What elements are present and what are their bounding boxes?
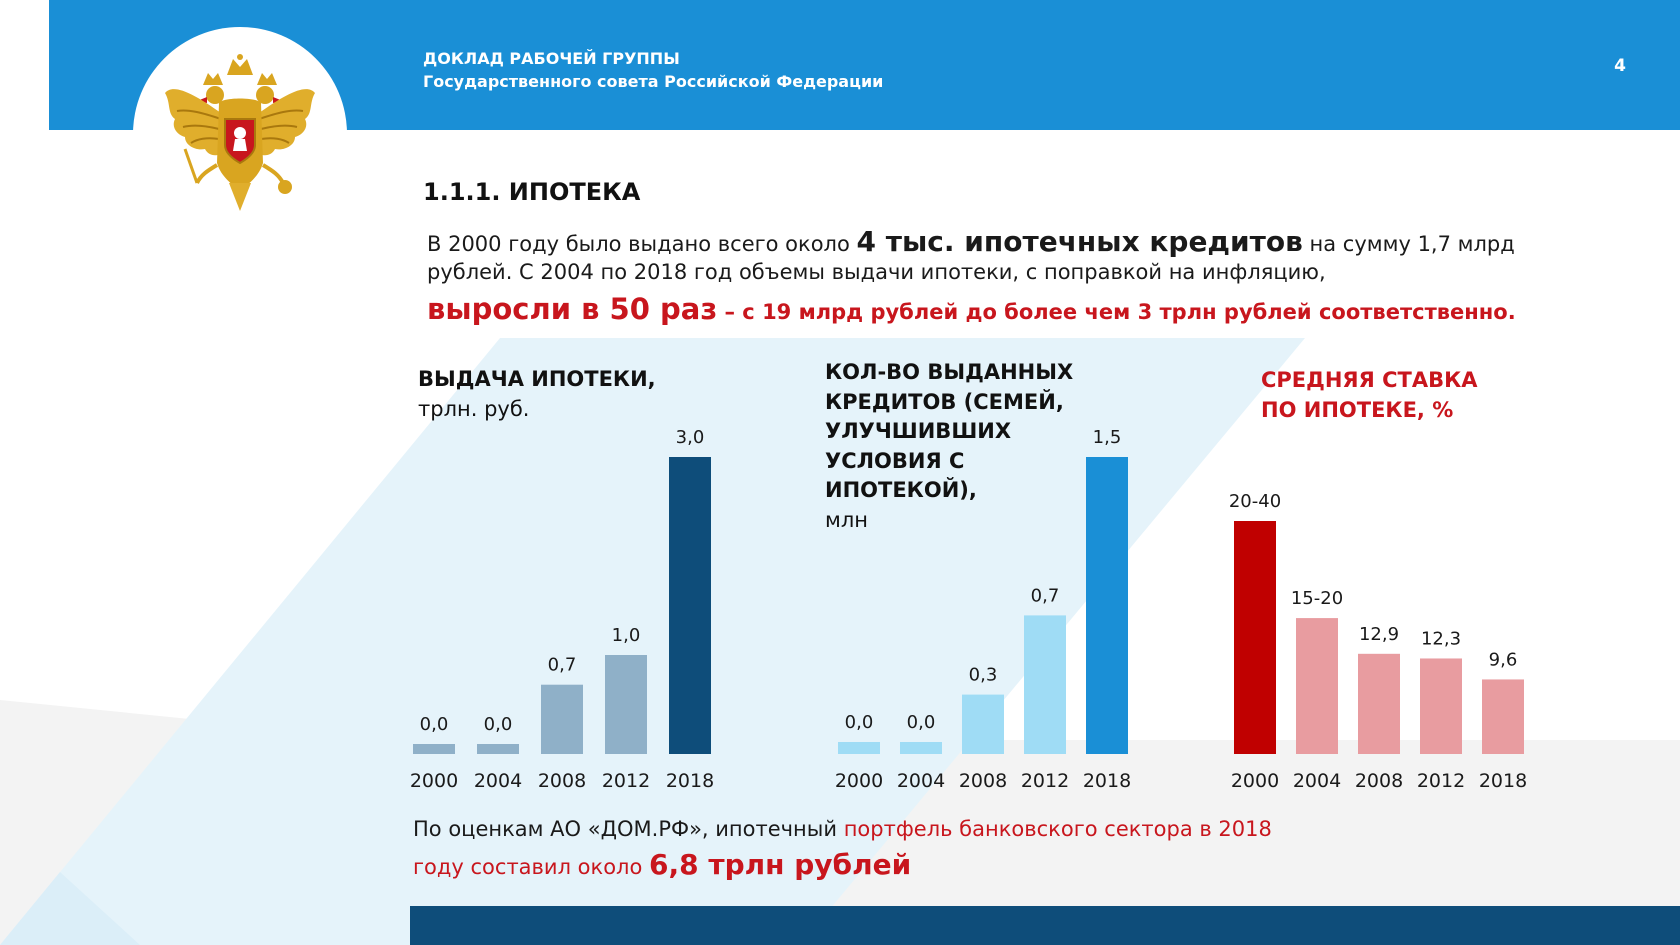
chart-1-bar-2018 (669, 457, 711, 754)
chart-3-value-label-2004: 15-20 (1291, 588, 1343, 609)
chart-2-title-line-1: КОЛ-ВО ВЫДАННЫХ (825, 360, 1074, 384)
chart-2-value-label-2008: 0,3 (969, 665, 998, 686)
header-title: ДОКЛАД РАБОЧЕЙ ГРУППЫ Государственного с… (423, 47, 883, 93)
bottom-bar (410, 906, 1680, 945)
intro-paragraph: В 2000 году было выдано всего около 4 ты… (427, 226, 1516, 327)
footnote-line-2: году составил около 6,8 трлн рублей (413, 847, 1272, 882)
footnote-line-1-b: портфель банковского сектора в 2018 (843, 817, 1272, 841)
chart-1-value-label-2008: 0,7 (548, 655, 577, 676)
chart-2-category-label-2000: 2000 (835, 770, 883, 792)
section-title: 1.1.1. ИПОТЕКА (423, 178, 641, 206)
chart-2-title-unit: млн (825, 507, 868, 532)
chart-3-bar-2012 (1420, 658, 1462, 754)
footnote-line-1: По оценкам АО «ДОМ.РФ», ипотечный портфе… (413, 812, 1272, 847)
chart-1-category-label-2004: 2004 (474, 770, 522, 792)
page-number: 4 (1614, 56, 1626, 76)
header-line-1: ДОКЛАД РАБОЧЕЙ ГРУППЫ (423, 49, 680, 68)
chart-2-category-label-2008: 2008 (959, 770, 1007, 792)
chart-2-value-label-2018: 1,5 (1093, 427, 1122, 448)
chart-3-bar-2018 (1482, 679, 1524, 754)
chart-2-bar-2012 (1024, 615, 1066, 754)
header-line-2: Государственного совета Российской Федер… (423, 72, 884, 91)
footnote-line-2-a: году составил около (413, 855, 649, 879)
chart-2-value-label-2012: 0,7 (1031, 585, 1060, 606)
coat-of-arms-icon (165, 54, 315, 211)
chart-2-bar-2018 (1086, 457, 1128, 754)
chart-3-bar-2000 (1234, 521, 1276, 754)
chart-1-value-label-2004: 0,0 (484, 714, 513, 735)
chart-2-title-line-4: УСЛОВИЯ С (825, 448, 965, 473)
chart-3-value-label-2000: 20-40 (1229, 491, 1281, 512)
chart-1-category-label-2012: 2012 (602, 770, 650, 792)
chart-1-bar-2000 (413, 744, 455, 754)
intro-line-3-b: – с 19 млрд рублей до более чем 3 трлн р… (717, 300, 1516, 324)
chart-1-category-label-2000: 2000 (410, 770, 458, 792)
chart-2-title: КОЛ-ВО ВЫДАННЫХ КРЕДИТОВ (СЕМЕЙ, УЛУЧШИВ… (825, 358, 1073, 535)
chart-1-value-label-2000: 0,0 (420, 714, 449, 735)
footnote: По оценкам АО «ДОМ.РФ», ипотечный портфе… (413, 812, 1272, 882)
chart-3-value-label-2012: 12,3 (1421, 628, 1461, 649)
chart-3-value-label-2008: 12,9 (1359, 624, 1399, 645)
chart-3-category-label-2008: 2008 (1355, 770, 1403, 792)
intro-line-3: выросли в 50 раз – с 19 млрд рублей до б… (427, 291, 1516, 327)
chart-1-category-label-2018: 2018 (666, 770, 714, 792)
chart-3-bar-2004 (1296, 618, 1338, 754)
intro-line-1-c: на сумму 1,7 млрд (1302, 232, 1515, 256)
chart-1-bar-2012 (605, 655, 647, 754)
footnote-line-1-a: По оценкам АО «ДОМ.РФ», ипотечный (413, 817, 844, 841)
chart-1-category-label-2008: 2008 (538, 770, 586, 792)
chart-2-category-label-2018: 2018 (1083, 770, 1131, 792)
chart-1-title: ВЫДАЧА ИПОТЕКИ, трлн. руб. (418, 365, 656, 424)
chart-1-value-label-2018: 3,0 (676, 427, 705, 448)
chart-3-category-label-2012: 2012 (1417, 770, 1465, 792)
chart-3-category-label-2004: 2004 (1293, 770, 1341, 792)
chart-2-category-label-2004: 2004 (897, 770, 945, 792)
chart-3-category-label-2000: 2000 (1231, 770, 1279, 792)
chart-2-bar-2004 (900, 742, 942, 754)
intro-line-2: рублей. С 2004 по 2018 год объемы выдачи… (427, 260, 1326, 284)
chart-2-title-line-3: УЛУЧШИВШИХ (825, 419, 1012, 443)
chart-3-title: СРЕДНЯЯ СТАВКА ПО ИПОТЕКЕ, % (1261, 366, 1478, 425)
chart-1-bar-2004 (477, 744, 519, 754)
intro-line-1: В 2000 году было выдано всего около 4 ты… (427, 226, 1516, 257)
chart-2-title-line-5: ИПОТЕКОЙ), (825, 478, 977, 502)
chart-2-title-line-2: КРЕДИТОВ (СЕМЕЙ, (825, 389, 1064, 414)
chart-1-title-unit: трлн. руб. (418, 396, 530, 421)
intro-line-1-a: В 2000 году было выдано всего около (427, 232, 857, 256)
chart-2-bar-2008 (962, 694, 1004, 754)
chart-2-value-label-2004: 0,0 (907, 712, 936, 733)
chart-3-category-label-2018: 2018 (1479, 770, 1527, 792)
chart-2-bar-2000 (838, 742, 880, 754)
intro-highlight-growth: выросли в 50 раз (427, 292, 718, 326)
chart-1-value-label-2012: 1,0 (612, 625, 641, 646)
chart-2-value-label-2000: 0,0 (845, 712, 874, 733)
chart-3-value-label-2018: 9,6 (1489, 649, 1518, 670)
chart-3-bar-2008 (1358, 653, 1400, 754)
intro-highlight-credits: 4 тыс. ипотечных кредитов (856, 225, 1303, 258)
chart-1-title-main: ВЫДАЧА ИПОТЕКИ, (418, 367, 656, 391)
chart-3-title-line-2: ПО ИПОТЕКЕ, % (1261, 397, 1454, 422)
chart-2-category-label-2012: 2012 (1021, 770, 1069, 792)
chart-3-title-line-1: СРЕДНЯЯ СТАВКА (1261, 368, 1478, 392)
chart-1-bar-2008 (541, 684, 583, 754)
footnote-highlight-portfolio: 6,8 трлн рублей (649, 848, 912, 881)
